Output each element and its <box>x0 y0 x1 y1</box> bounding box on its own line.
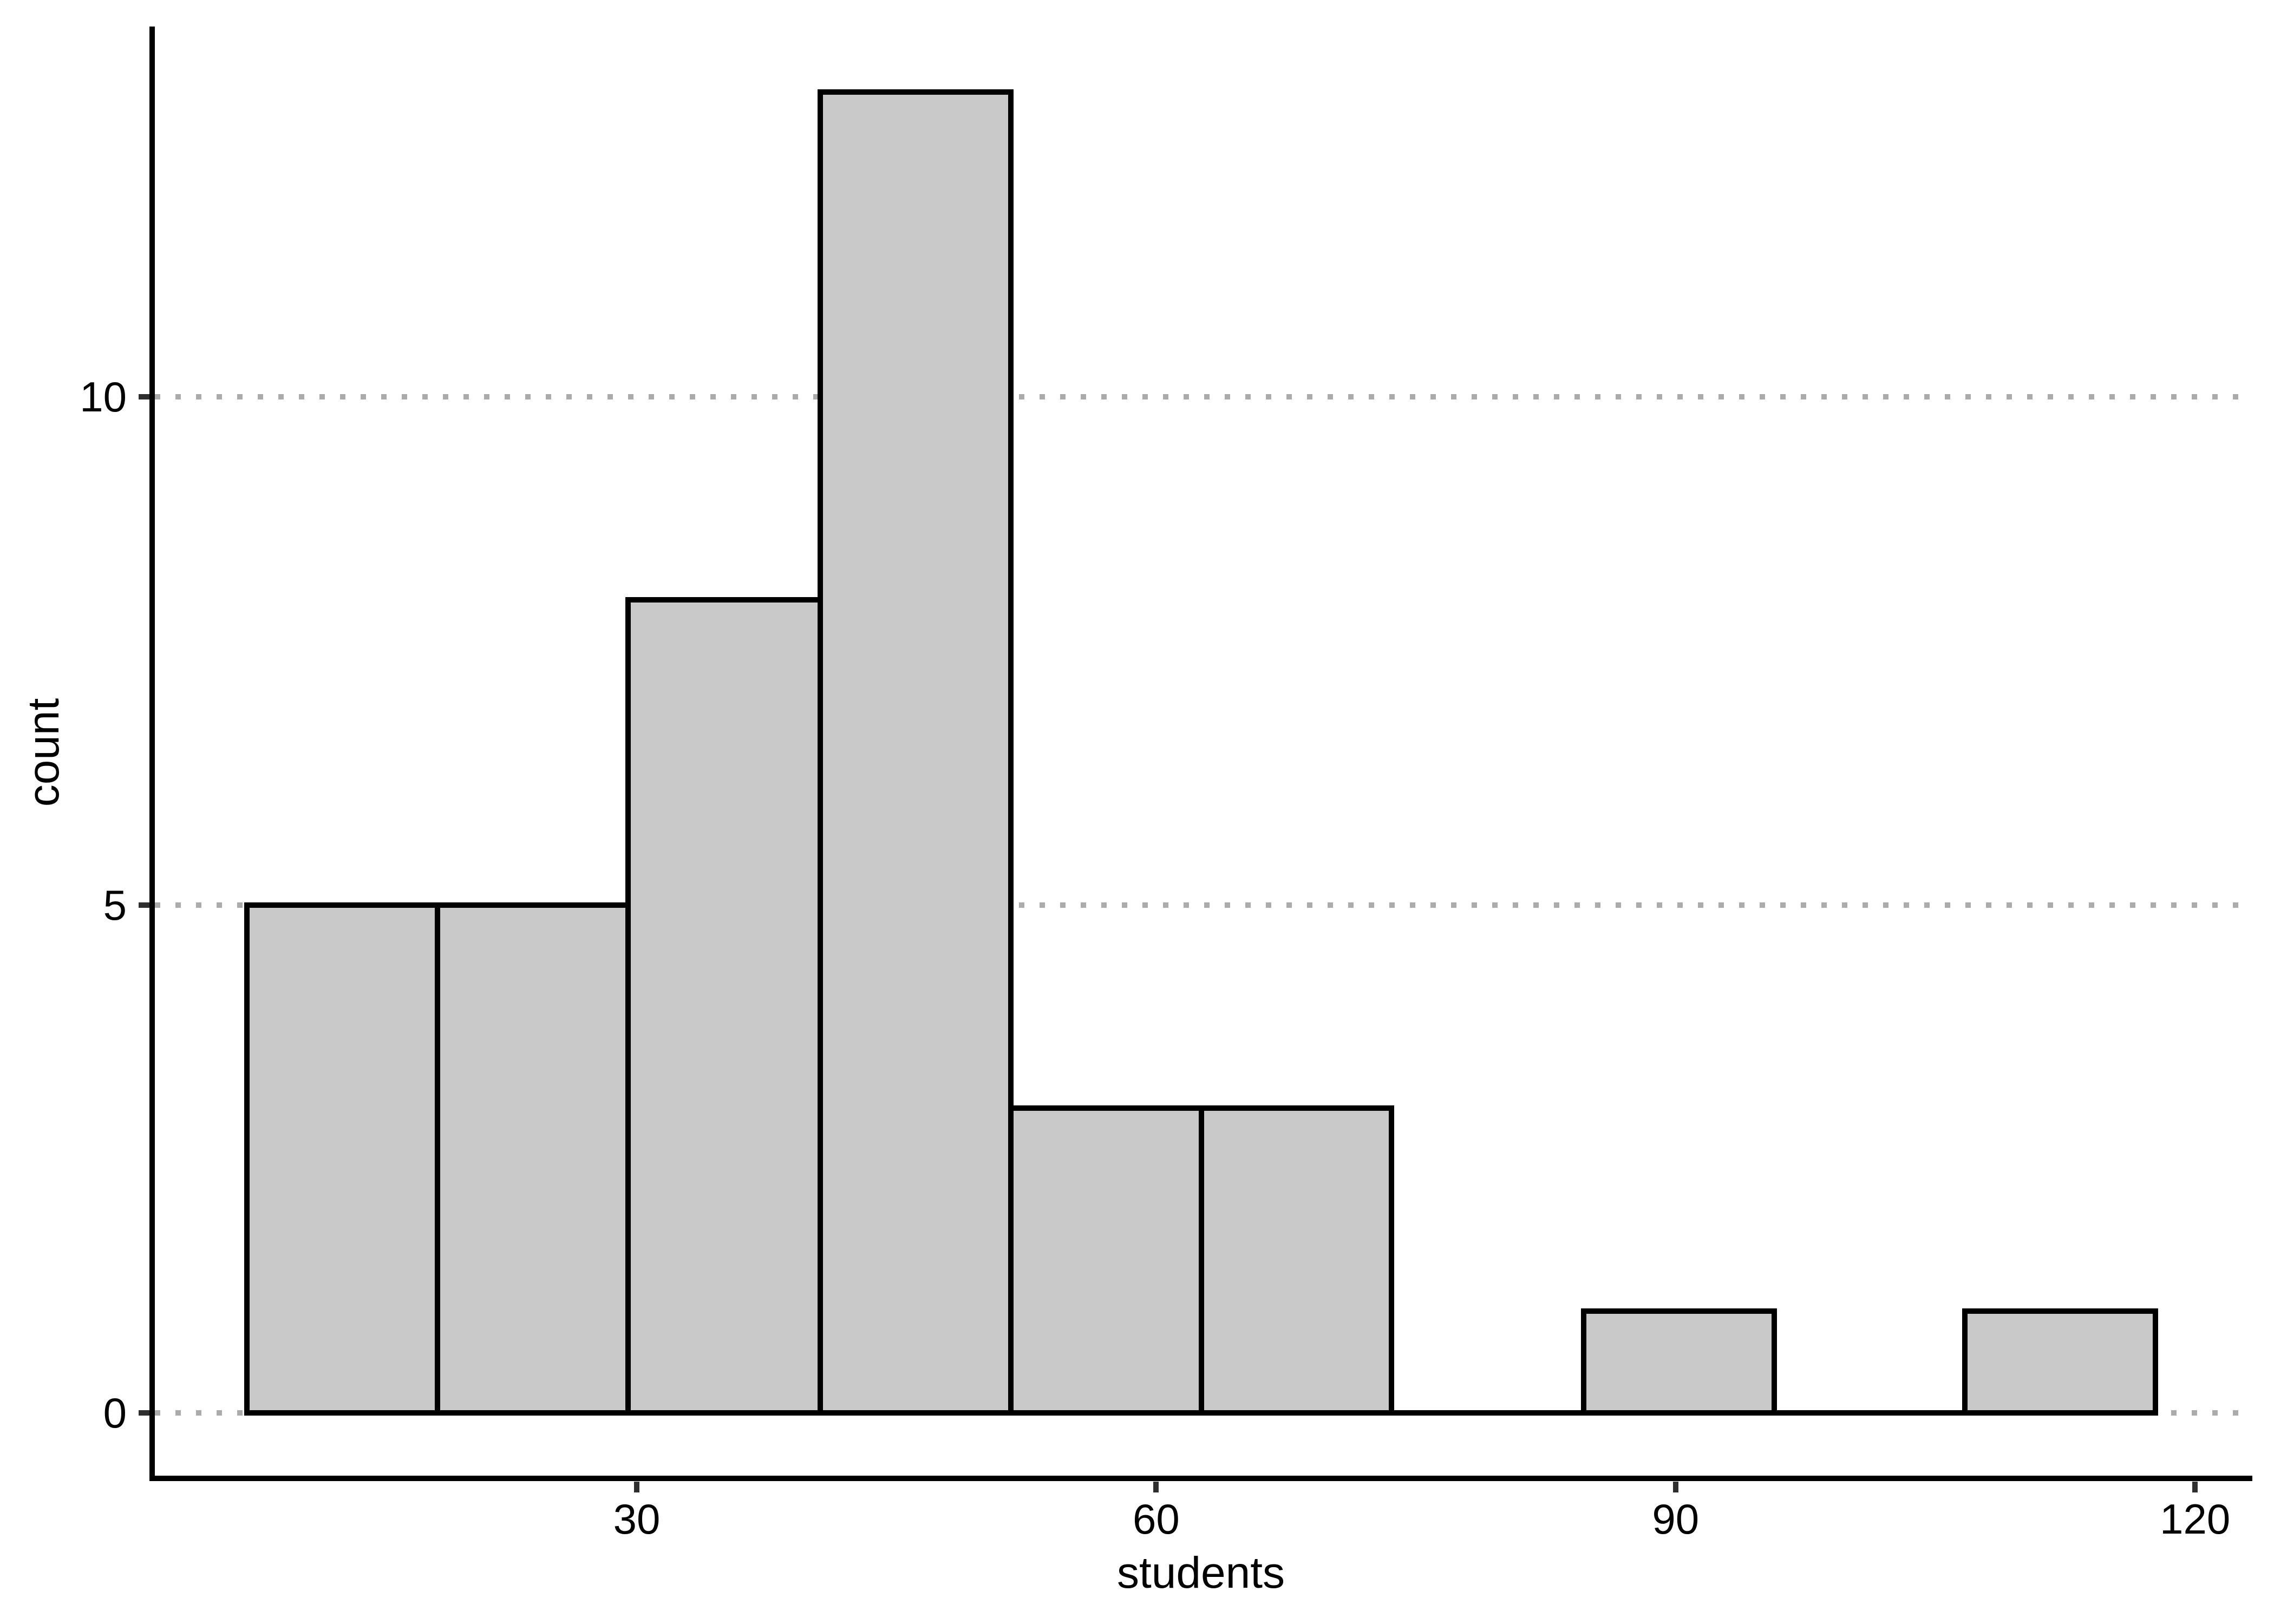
x-axis-line <box>149 1476 2252 1481</box>
y-tick-5 <box>139 902 149 908</box>
x-tick-label-30: 30 <box>613 1495 661 1543</box>
histogram-bar-bin-2 <box>625 597 823 1416</box>
x-tick-90 <box>1672 1481 1678 1492</box>
x-tick-120 <box>2192 1481 2198 1492</box>
histogram-zero-bin-8 <box>1772 1410 1968 1416</box>
y-axis-line <box>149 27 155 1481</box>
x-axis-title: students <box>1117 1548 1285 1597</box>
x-tick-label-120: 120 <box>2160 1495 2231 1543</box>
histogram-zero-bin-6 <box>1389 1410 1587 1416</box>
x-tick-label-90: 90 <box>1652 1495 1700 1543</box>
y-tick-label-5: 5 <box>103 881 127 929</box>
gridline-y-10 <box>155 394 2252 400</box>
histogram-bar-bin-9 <box>1962 1308 2158 1416</box>
y-axis-title: count <box>19 698 68 807</box>
y-tick-10 <box>139 394 149 400</box>
x-tick-30 <box>634 1481 639 1492</box>
histogram-bar-bin-3 <box>817 89 1014 1416</box>
histogram-bar-bin-1 <box>435 902 631 1416</box>
histogram-bar-bin-0 <box>244 902 441 1416</box>
x-tick-label-60: 60 <box>1133 1495 1180 1543</box>
x-tick-60 <box>1153 1481 1159 1492</box>
histogram-bar-bin-7 <box>1581 1308 1778 1416</box>
y-tick-0 <box>139 1410 149 1416</box>
y-tick-label-0: 0 <box>103 1389 127 1437</box>
gridline-y-5 <box>155 902 2252 908</box>
y-tick-label-10: 10 <box>80 373 127 421</box>
histogram-bar-bin-4 <box>1008 1105 1204 1416</box>
histogram-bar-bin-5 <box>1198 1105 1395 1416</box>
